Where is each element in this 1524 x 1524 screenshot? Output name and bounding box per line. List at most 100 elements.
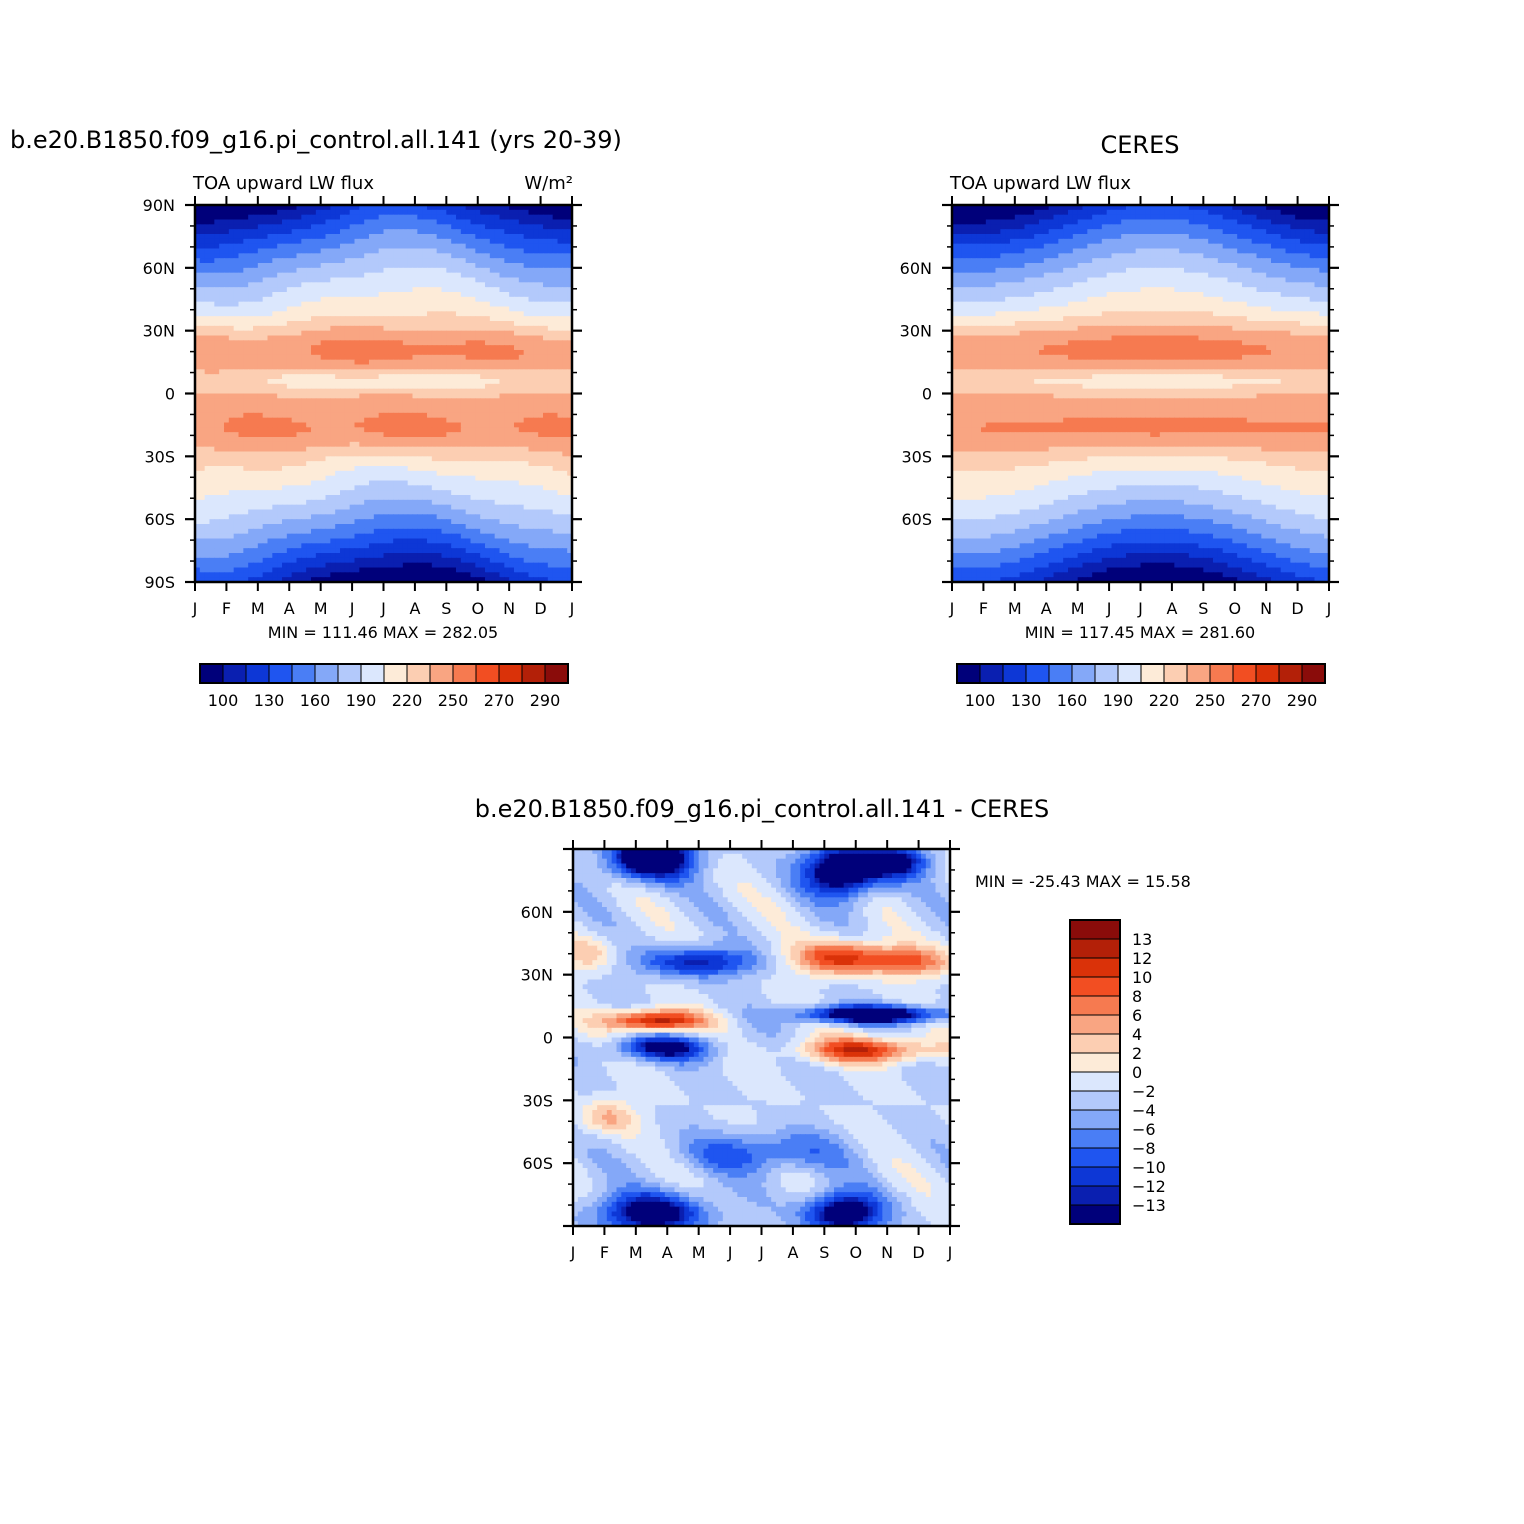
contour-cell bbox=[248, 490, 254, 496]
contour-cell bbox=[431, 224, 438, 230]
contour-cell bbox=[306, 229, 312, 235]
contour-cell bbox=[480, 263, 486, 269]
contour-cell bbox=[359, 432, 365, 438]
contour-cell bbox=[219, 485, 225, 491]
contour-cell bbox=[320, 272, 327, 279]
contour-cell bbox=[475, 316, 481, 322]
contour-cell bbox=[204, 321, 211, 327]
contour-cell bbox=[233, 422, 240, 428]
contour-cell bbox=[504, 296, 510, 303]
contour-cell bbox=[489, 398, 496, 404]
contour-cell bbox=[219, 466, 225, 472]
contour-cell bbox=[489, 490, 496, 496]
contour-cell bbox=[547, 393, 554, 399]
contour-cell bbox=[359, 422, 365, 428]
contour-cell bbox=[238, 461, 244, 467]
contour-cell bbox=[228, 214, 235, 221]
contour-cell bbox=[209, 417, 215, 424]
contour-cell bbox=[233, 441, 240, 448]
contour-cell bbox=[514, 272, 520, 279]
contour-cell bbox=[286, 480, 293, 486]
contour-cell bbox=[446, 388, 452, 395]
contour-cell bbox=[373, 258, 380, 264]
contour-cell bbox=[528, 480, 534, 486]
contour-cell bbox=[485, 480, 491, 486]
contour-cell bbox=[199, 364, 206, 370]
contour-cell bbox=[509, 238, 515, 245]
contour-cell bbox=[407, 475, 414, 482]
contour-cell bbox=[228, 282, 235, 288]
contour-cell bbox=[412, 253, 418, 259]
contour-cell bbox=[518, 412, 525, 419]
contour-cell bbox=[369, 248, 375, 254]
contour-cell bbox=[567, 330, 572, 337]
contour-cell bbox=[369, 321, 375, 327]
contour-cell bbox=[431, 306, 438, 312]
contour-cell bbox=[489, 456, 496, 462]
contour-cell bbox=[567, 292, 572, 298]
contour-cell bbox=[306, 461, 312, 467]
contour-cell bbox=[412, 451, 418, 457]
contour-cell bbox=[325, 374, 331, 380]
contour-cell bbox=[199, 470, 206, 477]
contour-cell bbox=[431, 422, 438, 428]
contour-cell bbox=[523, 412, 530, 419]
contour-cell bbox=[523, 219, 530, 225]
contour-cell bbox=[335, 354, 341, 361]
contour-cell bbox=[567, 499, 572, 506]
contour-cell bbox=[257, 509, 264, 515]
contour-cell bbox=[480, 461, 486, 467]
contour-cell bbox=[243, 311, 249, 317]
contour-cell bbox=[388, 417, 394, 424]
contour-cell bbox=[504, 495, 510, 501]
contour-cell bbox=[567, 272, 572, 279]
contour-cell bbox=[489, 321, 496, 327]
contour-cell bbox=[402, 238, 409, 245]
contour-cell bbox=[383, 253, 389, 259]
contour-cell bbox=[431, 253, 438, 259]
contour-cell bbox=[398, 214, 404, 221]
contour-cell bbox=[214, 229, 220, 235]
contour-cell bbox=[451, 441, 457, 448]
contour-cell bbox=[446, 296, 452, 303]
contour-cell bbox=[296, 504, 302, 511]
contour-cell bbox=[349, 490, 356, 496]
contour-cell bbox=[286, 504, 293, 511]
contour-cell bbox=[480, 379, 486, 385]
contour-cell bbox=[514, 379, 520, 385]
contour-cell bbox=[528, 499, 534, 506]
contour-cell bbox=[199, 475, 206, 482]
contour-cell bbox=[523, 509, 530, 515]
contour-cell bbox=[253, 292, 259, 298]
contour-cell bbox=[422, 282, 428, 288]
contour-cell bbox=[523, 253, 530, 259]
contour-cell bbox=[489, 263, 496, 269]
contour-cell bbox=[451, 253, 457, 259]
contour-cell bbox=[349, 446, 356, 453]
contour-cell bbox=[335, 461, 341, 467]
contour-cell bbox=[552, 509, 559, 515]
contour-cell bbox=[306, 354, 312, 361]
contour-cell bbox=[267, 509, 273, 515]
contour-cell bbox=[398, 485, 404, 491]
contour-cell bbox=[378, 475, 385, 482]
contour-cell bbox=[456, 214, 462, 221]
contour-cell bbox=[238, 446, 244, 453]
contour-cell bbox=[349, 340, 356, 346]
contour-cell bbox=[417, 475, 423, 482]
contour-cell bbox=[417, 379, 423, 385]
contour-cell bbox=[446, 499, 452, 506]
contour-cell bbox=[286, 432, 293, 438]
contour-cell bbox=[199, 504, 206, 511]
contour-cell bbox=[509, 330, 515, 337]
contour-cell bbox=[398, 437, 404, 443]
contour-cell bbox=[494, 475, 501, 482]
contour-cell bbox=[509, 243, 515, 250]
contour-cell bbox=[547, 437, 554, 443]
contour-cell bbox=[557, 258, 563, 264]
contour-cell bbox=[465, 490, 472, 496]
contour-cell bbox=[422, 480, 428, 486]
contour-cell bbox=[533, 470, 539, 477]
contour-cell bbox=[485, 277, 491, 283]
contour-cell bbox=[238, 296, 244, 303]
